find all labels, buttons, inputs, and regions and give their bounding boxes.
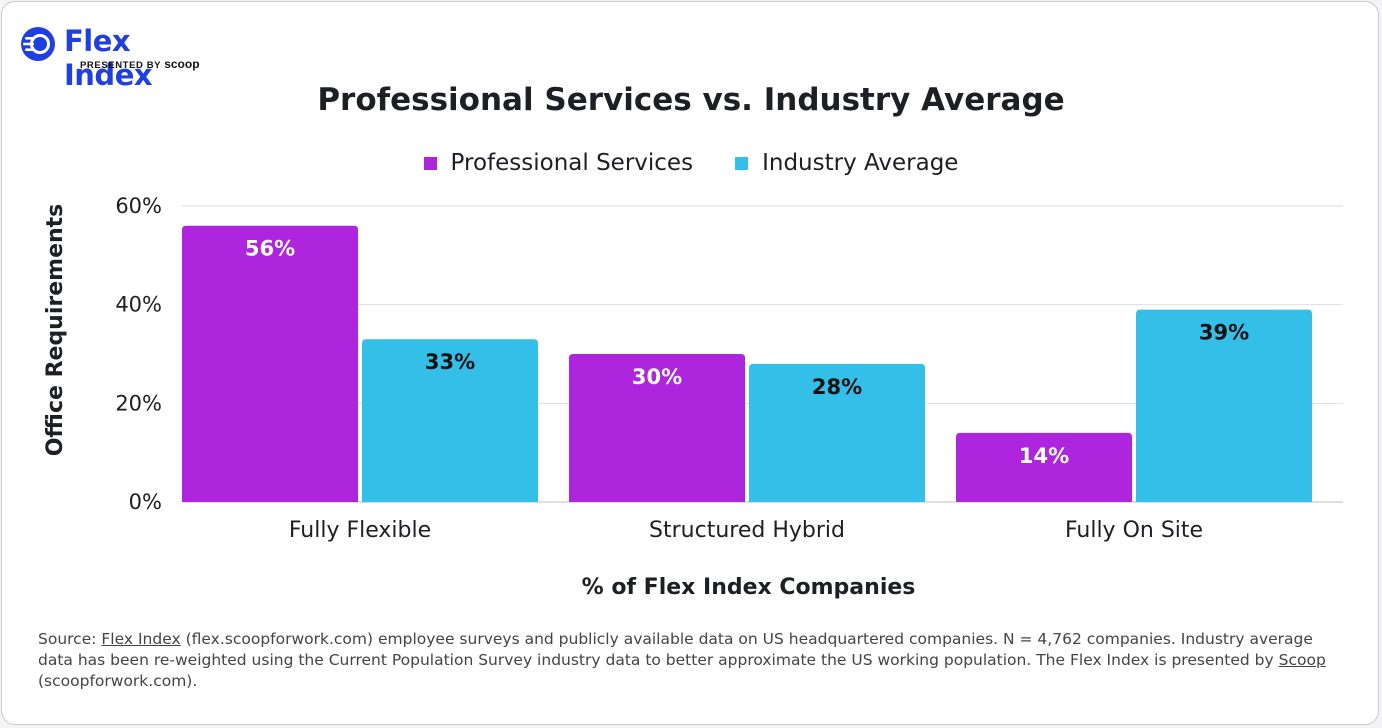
legend-item-professional-services: Professional Services — [423, 150, 694, 176]
flex-index-link[interactable]: Flex Index — [101, 630, 181, 648]
bar — [956, 432, 1132, 502]
scoop-brand: scoop — [164, 57, 200, 71]
source-note: Source: Flex Index (flex.scoopforwork.co… — [38, 629, 1338, 692]
y-tick-label: 0% — [129, 490, 162, 514]
bar — [362, 339, 538, 502]
flex-index-logo: Flex Index PRESENTED BY scoop — [20, 24, 220, 92]
chart-title: Professional Services vs. Industry Avera… — [317, 82, 1065, 118]
legend-swatch-professional-services — [423, 156, 437, 170]
source-prefix: Source: — [38, 630, 102, 648]
source-suffix: (scoopforwork.com). — [38, 672, 198, 690]
data-label: 28% — [812, 375, 862, 399]
x-tick-label: Structured Hybrid — [649, 518, 845, 543]
legend: Professional Services Industry Average — [2, 150, 1378, 176]
x-axis-title: % of Flex Index Companies — [582, 575, 916, 600]
bar — [1136, 309, 1312, 502]
legend-label-professional-services: Professional Services — [450, 150, 694, 176]
scoop-link[interactable]: Scoop — [1278, 651, 1326, 669]
source-body: (flex.scoopforwork.com) employee surveys… — [38, 630, 1313, 669]
x-tick-label: Fully On Site — [1065, 518, 1203, 543]
y-tick-label: 60% — [115, 194, 162, 218]
bar — [182, 225, 358, 502]
y-tick-label: 40% — [115, 293, 162, 317]
flex-index-logo-icon — [21, 27, 55, 61]
data-label: 39% — [1199, 321, 1249, 345]
bar-chart-plot: 0% 20% 40% 60% 56% 33% Fully Flexible 30% 28% Str… — [43, 194, 1343, 600]
y-axis-title: Office Requirements — [43, 204, 68, 457]
legend-label-industry-average: Industry Average — [762, 150, 959, 176]
presented-by-text: PRESENTED BY — [80, 60, 161, 71]
legend-swatch-industry-average — [735, 156, 749, 170]
x-tick-label: Fully Flexible — [289, 518, 431, 543]
bar — [569, 354, 745, 502]
data-label: 30% — [632, 365, 682, 389]
legend-item-industry-average: Industry Average — [735, 150, 958, 176]
logo-title: Flex Index — [64, 24, 153, 92]
data-label: 14% — [1019, 444, 1069, 468]
data-label: 33% — [425, 350, 475, 374]
y-tick-label: 20% — [115, 391, 162, 415]
logo-presented-by: PRESENTED BY scoop — [80, 57, 200, 71]
data-label: 56% — [245, 237, 295, 261]
bar — [749, 363, 925, 502]
